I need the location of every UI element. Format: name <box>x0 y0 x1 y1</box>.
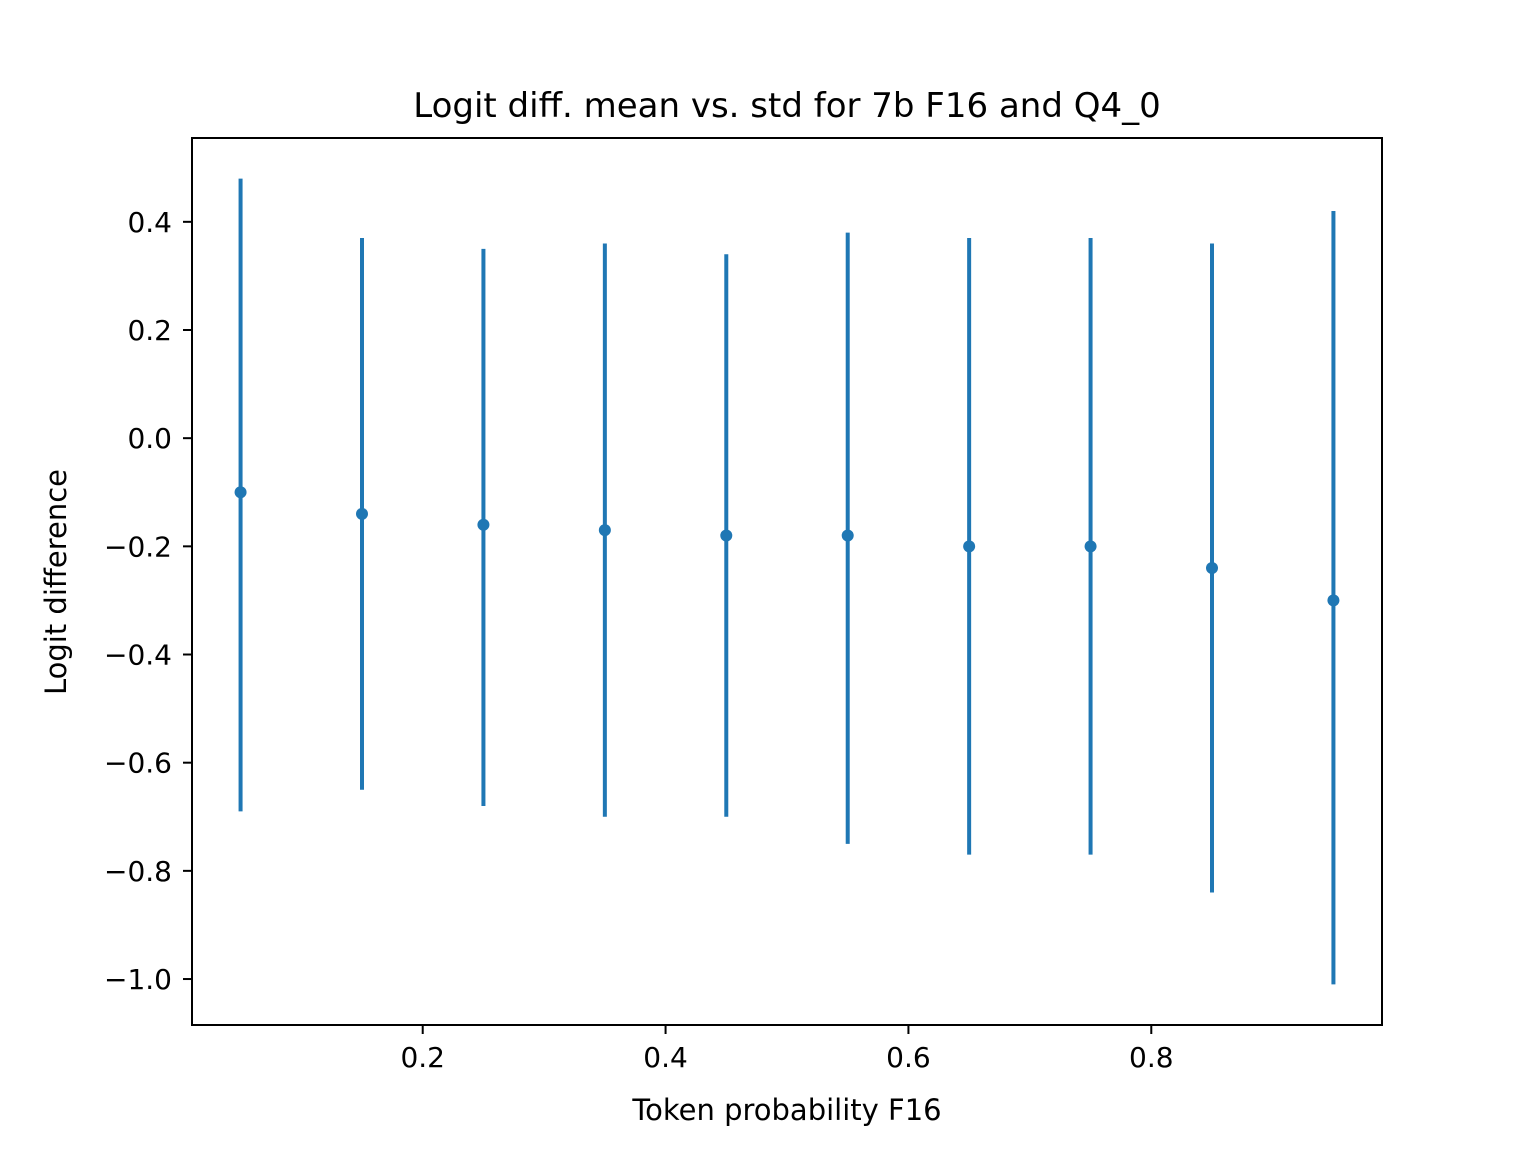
data-point <box>720 529 733 542</box>
y-tick-label: −0.6 <box>104 747 172 780</box>
y-axis-ticks: 0.4 0.2 0.0 −0.2 −0.4 −0.6 −0.8 −1.0 <box>104 206 192 996</box>
data-point <box>1206 561 1218 574</box>
x-tick-label: 0.2 <box>400 1041 445 1074</box>
chart-title: Logit diff. mean vs. std for 7b F16 and … <box>413 86 1161 126</box>
y-tick-label: −0.8 <box>104 855 172 888</box>
data-point <box>1084 540 1097 553</box>
x-axis-label: Token probability F16 <box>631 1093 941 1127</box>
y-tick-label: −0.4 <box>104 639 172 672</box>
data-point <box>598 524 611 537</box>
data-point <box>477 518 490 531</box>
y-axis-label: Logit difference <box>39 469 73 695</box>
data-point <box>841 529 854 542</box>
y-tick-label: −1.0 <box>104 963 172 996</box>
y-tick-label: 0.4 <box>127 206 172 239</box>
x-tick-label: 0.8 <box>1129 1041 1174 1074</box>
x-tick-label: 0.4 <box>643 1041 688 1074</box>
data-point <box>356 507 368 520</box>
data-point <box>963 540 976 553</box>
y-tick-label: −0.2 <box>104 530 172 563</box>
data-marks <box>234 178 1340 985</box>
x-tick-label: 0.6 <box>886 1041 931 1074</box>
x-axis-ticks: 0.2 0.4 0.6 0.8 <box>400 1025 1174 1074</box>
y-tick-label: 0.0 <box>127 422 172 455</box>
data-point <box>234 486 247 499</box>
plot-frame <box>191 137 1383 1026</box>
y-tick-label: 0.2 <box>127 314 172 347</box>
data-point <box>1327 594 1340 607</box>
